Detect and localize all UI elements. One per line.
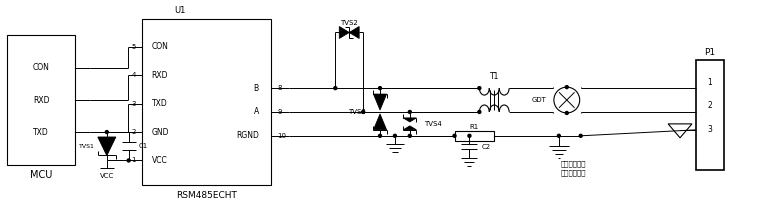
Circle shape [565, 112, 568, 114]
Text: 可靠连接大地: 可靠连接大地 [561, 169, 586, 176]
Text: 9: 9 [278, 109, 282, 115]
Text: 4: 4 [131, 72, 136, 78]
Circle shape [558, 134, 561, 137]
Text: VCC: VCC [152, 156, 167, 165]
Circle shape [106, 131, 108, 134]
Polygon shape [403, 118, 417, 122]
Text: GDT: GDT [532, 97, 547, 103]
Text: 1: 1 [708, 78, 712, 87]
Polygon shape [339, 26, 349, 38]
Text: A: A [254, 107, 259, 116]
Text: RXD: RXD [33, 96, 50, 105]
Text: 8: 8 [278, 85, 282, 91]
Text: 3: 3 [131, 101, 136, 107]
Text: TVS1: TVS1 [79, 144, 95, 149]
Circle shape [378, 87, 381, 90]
Circle shape [565, 86, 568, 89]
Circle shape [478, 110, 481, 113]
Text: C1: C1 [139, 143, 148, 149]
Text: P1: P1 [704, 48, 715, 57]
Circle shape [394, 134, 397, 137]
Text: RGND: RGND [236, 131, 259, 140]
Text: TVS2: TVS2 [340, 20, 358, 26]
Text: R1: R1 [470, 124, 479, 130]
Text: 2: 2 [708, 102, 712, 110]
Text: TVS4: TVS4 [424, 121, 441, 127]
Text: VCC: VCC [100, 173, 114, 179]
Text: RSM485ECHT: RSM485ECHT [175, 191, 237, 200]
Text: TXD: TXD [152, 99, 167, 108]
Circle shape [362, 110, 365, 113]
Circle shape [334, 87, 337, 90]
Text: GND: GND [152, 128, 169, 137]
Text: 双纽线屏蔽层: 双纽线屏蔽层 [561, 160, 586, 167]
Text: 2: 2 [131, 129, 136, 135]
Polygon shape [349, 26, 359, 38]
Polygon shape [374, 94, 387, 110]
Circle shape [478, 87, 481, 90]
Circle shape [408, 110, 411, 113]
Text: RXD: RXD [152, 71, 168, 80]
Text: 5: 5 [131, 44, 136, 50]
Text: 1: 1 [131, 158, 136, 163]
Circle shape [408, 134, 411, 137]
Text: TXD: TXD [34, 128, 49, 137]
Polygon shape [403, 126, 417, 130]
Bar [696, 60, 724, 170]
Text: T1: T1 [489, 72, 499, 81]
Bar [142, 19, 270, 186]
Circle shape [554, 87, 580, 113]
Circle shape [127, 159, 130, 162]
Text: CON: CON [152, 42, 169, 52]
Text: MCU: MCU [30, 170, 52, 180]
Text: U1: U1 [175, 6, 186, 15]
Polygon shape [98, 137, 116, 155]
Polygon shape [374, 114, 387, 130]
Text: 10: 10 [278, 133, 286, 139]
Circle shape [378, 134, 381, 137]
Circle shape [453, 134, 456, 137]
Text: C2: C2 [481, 144, 490, 150]
Circle shape [468, 134, 471, 137]
Text: TVS3: TVS3 [349, 109, 366, 115]
Bar [454, 131, 494, 141]
Circle shape [579, 134, 582, 137]
Text: CON: CON [33, 63, 50, 72]
Bar [8, 35, 75, 165]
Text: 3: 3 [708, 125, 712, 134]
Text: B: B [254, 84, 259, 93]
Polygon shape [668, 124, 692, 138]
